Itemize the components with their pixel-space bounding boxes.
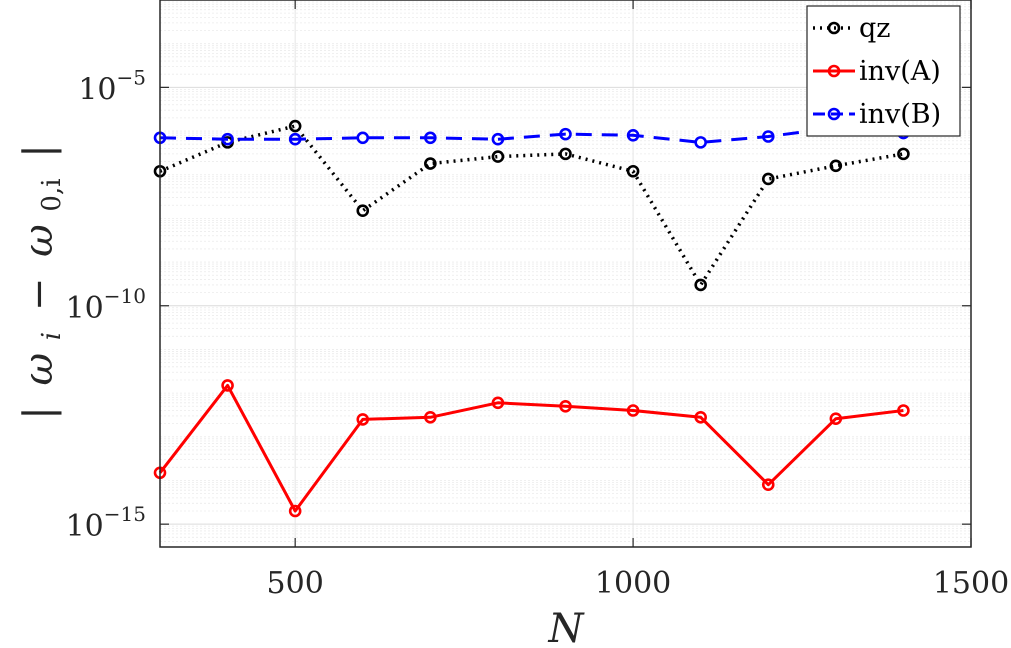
data-point (424, 410, 437, 424)
data-point (761, 130, 775, 143)
data-point (829, 159, 843, 173)
y-tick-label: 10−5 (78, 65, 146, 107)
data-point (491, 396, 505, 410)
legend-label: inv(B) (859, 99, 941, 130)
x-tick-label: 1000 (595, 566, 671, 601)
data-point (626, 404, 640, 417)
data-point (559, 127, 572, 141)
data-point (288, 119, 302, 133)
data-point (761, 172, 775, 186)
x-tick-label: 1500 (933, 566, 1009, 601)
data-point (626, 128, 640, 142)
data-point (626, 164, 640, 178)
data-point (829, 412, 843, 425)
data-point (221, 132, 234, 146)
data-point (694, 278, 707, 292)
y-axis-title: | ω i − ω 0,i | (16, 144, 70, 420)
data-point (694, 410, 707, 424)
data-point (288, 132, 302, 146)
legend-label: qz (859, 13, 891, 44)
x-tick-label: 500 (267, 566, 324, 601)
data-point (356, 204, 370, 218)
data-point (424, 131, 437, 145)
data-point (221, 379, 234, 392)
y-tick-label: 10−10 (66, 284, 146, 326)
legend-marker (827, 64, 841, 78)
data-point (897, 404, 910, 417)
data-point (288, 504, 302, 518)
data-point (761, 478, 775, 492)
legend: qz inv(A) inv(B) (806, 5, 961, 137)
series-qz (153, 119, 910, 292)
svg-text:| ω i −: | ω i − ω 0,i | (16, 144, 70, 420)
series-line (159, 124, 904, 287)
series-line (158, 383, 904, 513)
data-point (491, 132, 505, 146)
legend-marker (827, 21, 841, 35)
data-point (897, 147, 910, 161)
axes-box (159, 0, 972, 548)
data-point (491, 150, 505, 163)
data-point (694, 136, 707, 149)
legend-entry: inv(B) (813, 99, 941, 130)
data-point (356, 131, 370, 145)
y-tick-label: 10−15 (66, 502, 146, 544)
data-point (559, 147, 572, 161)
ticks (160, 0, 972, 547)
tick-labels: 500 1000 1500 10−15 10−10 10−5 (66, 65, 1010, 601)
x-axis-title: N (548, 606, 586, 648)
legend-entry: qz (813, 13, 891, 44)
legend-label: inv(A) (859, 56, 941, 87)
series-inv(A) (153, 379, 910, 518)
legend-marker (827, 107, 841, 121)
series-layer (153, 119, 910, 518)
data-point (356, 413, 370, 426)
data-point (424, 157, 437, 170)
data-point (559, 399, 572, 413)
series-line (159, 126, 904, 144)
legend-entry: inv(A) (813, 56, 941, 87)
